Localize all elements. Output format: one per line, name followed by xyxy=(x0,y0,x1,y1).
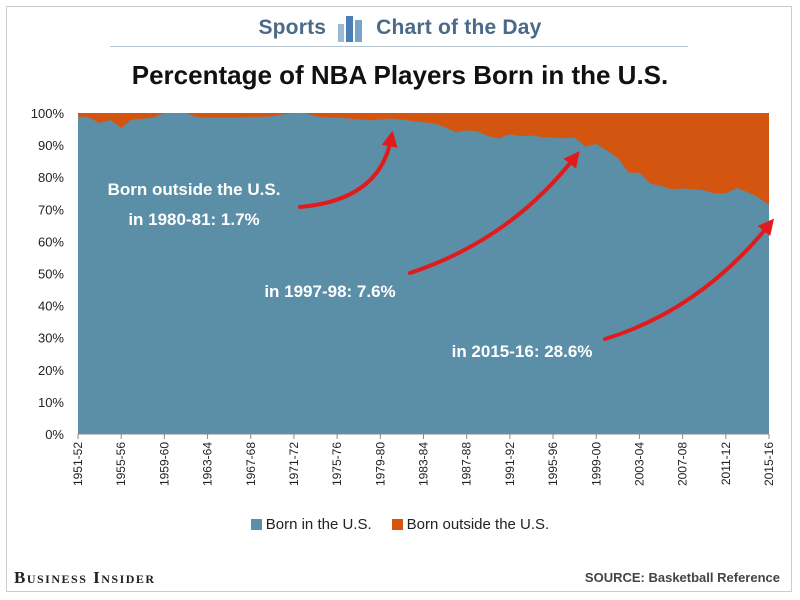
legend-item-foreign: Born outside the U.S. xyxy=(391,516,550,533)
x-tick-label: 2015-16 xyxy=(762,442,776,486)
x-tick-label: 1971-72 xyxy=(287,442,301,486)
bar-chart-icon xyxy=(338,16,363,42)
y-tick-label: 0% xyxy=(45,427,64,442)
legend-item-us: Born in the U.S. xyxy=(250,516,372,533)
x-tick-label: 1967-68 xyxy=(244,442,258,486)
series-area-born-in-us xyxy=(78,113,769,434)
y-tick-label: 60% xyxy=(38,234,64,249)
x-tick-label: 1975-76 xyxy=(330,442,344,486)
x-tick-label: 1963-64 xyxy=(201,442,215,486)
chart-legend: Born in the U.S. Born outside the U.S. xyxy=(0,516,800,533)
legend-swatch-foreign xyxy=(391,519,403,530)
annotation-label: Born outside the U.S. xyxy=(108,180,281,199)
x-tick-label: 1951-52 xyxy=(71,442,85,486)
x-tick-label: 1955-56 xyxy=(114,442,128,486)
y-tick-label: 90% xyxy=(38,138,64,153)
chart-title: Percentage of NBA Players Born in the U.… xyxy=(131,60,669,90)
header-divider xyxy=(110,46,688,47)
annotation-label: in 2015-16: 28.6% xyxy=(452,342,593,361)
chart-frame xyxy=(6,6,792,592)
y-tick-label: 80% xyxy=(38,170,64,185)
x-tick-label: 1959-60 xyxy=(157,442,171,486)
annotation-label: in 1997-98: 7.6% xyxy=(264,282,395,301)
annotation-arrow xyxy=(408,151,580,275)
y-tick-label: 30% xyxy=(38,331,64,346)
x-tick-label: 2007-08 xyxy=(676,442,690,486)
annotation-arrow xyxy=(298,130,398,209)
y-tick-label: 40% xyxy=(38,299,64,314)
y-tick-label: 100% xyxy=(31,106,65,121)
x-tick-label: 2011-12 xyxy=(719,442,733,485)
annotation-arrow xyxy=(603,218,775,341)
header-feature-label: Chart of the Day xyxy=(376,16,542,39)
source-credit: SOURCE: Basketball Reference xyxy=(584,570,780,585)
legend-label-foreign: Born outside the U.S. xyxy=(406,516,550,533)
header-section-label: Sports xyxy=(258,16,327,39)
x-tick-label: 1979-80 xyxy=(373,442,387,486)
y-tick-label: 20% xyxy=(38,363,64,378)
legend-label-us: Born in the U.S. xyxy=(265,516,372,533)
y-tick-label: 70% xyxy=(38,202,64,217)
x-tick-label: 1983-84 xyxy=(417,442,431,486)
y-tick-label: 10% xyxy=(38,395,64,410)
x-tick-label: 1991-92 xyxy=(503,442,517,486)
y-tick-label: 50% xyxy=(38,267,64,282)
x-tick-label: 1999-00 xyxy=(589,442,603,486)
chart-of-the-day-header: Sports Chart of the Day xyxy=(0,10,800,46)
x-tick-label: 2003-04 xyxy=(632,442,646,486)
annotation-label: in 1980-81: 1.7% xyxy=(128,210,259,229)
legend-swatch-us xyxy=(250,519,262,530)
x-tick-label: 1987-88 xyxy=(460,442,474,486)
x-tick-label: 1995-96 xyxy=(546,442,560,486)
brand-logo: Business Insider xyxy=(14,568,156,587)
